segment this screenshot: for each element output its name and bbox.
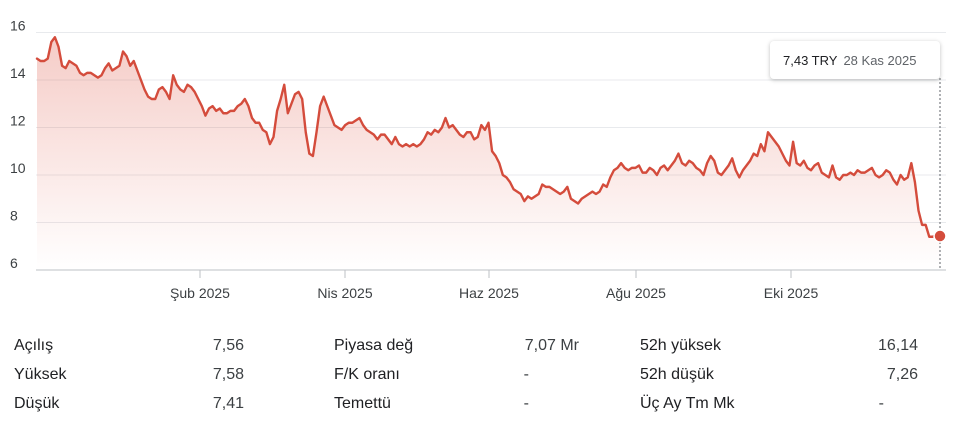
stat-label-market-cap: Piyasa değ	[334, 337, 414, 354]
stat-value-52w-low: 7,26	[886, 366, 918, 383]
price-line	[35, 36, 942, 238]
y-tick-label: 16	[10, 18, 26, 34]
stat-value-low: 7,41	[212, 395, 244, 412]
stat-value-pe-ratio: -	[523, 366, 529, 383]
y-tick-label: 8	[10, 208, 18, 224]
stat-value-dividend: -	[523, 395, 529, 412]
x-tick-label: Nis 2025	[317, 285, 372, 301]
stat-label-open: Açılış	[14, 337, 54, 354]
stat-label-high: Yüksek	[14, 366, 67, 383]
x-axis-ticks: Şub 2025 Nis 2025 Haz 2025 Ağu 2025 Eki 2025	[170, 270, 818, 301]
stat-value-market-cap: 7,07 Mr	[524, 337, 579, 354]
stat-label-low: Düşük	[14, 395, 60, 412]
tooltip-price: 7,43 TRY	[783, 52, 838, 68]
y-axis-labels: 6 8 10 12 14 16	[10, 18, 26, 272]
stat-label-52w-low: 52h düşük	[640, 366, 714, 383]
x-tick-label: Ağu 2025	[606, 285, 666, 301]
stat-label-pe-ratio: F/K oranı	[334, 366, 400, 383]
stat-label-52w-high: 52h yüksek	[640, 337, 721, 354]
price-tooltip: 7,43 TRY 28 Kas 2025	[770, 41, 940, 79]
price-chart[interactable]: 6 8 10 12 14 16 Şub 2025 Nis 2025 Haz 2025 Ağu 2…	[0, 0, 960, 310]
x-tick-label: Şub 2025	[170, 285, 230, 301]
y-tick-label: 12	[10, 113, 26, 129]
stat-value-52w-high: 16,14	[877, 337, 918, 354]
stats-row: Açılış 7,56 Piyasa değ 7,07 Mr 52h yükse…	[14, 331, 934, 361]
stats-row: Düşük 7,41 Temettü - Üç Ay Tm Mk -	[14, 389, 934, 419]
y-tick-label: 10	[10, 160, 26, 176]
stat-value-high: 7,58	[212, 366, 244, 383]
x-tick-label: Haz 2025	[459, 285, 519, 301]
y-tick-label: 6	[10, 255, 18, 271]
hover-point-marker	[933, 229, 947, 243]
stat-label-dividend: Temettü	[334, 395, 391, 412]
tooltip-date: 28 Kas 2025	[843, 52, 917, 68]
price-area-fill	[37, 37, 940, 270]
stats-row: Yüksek 7,58 F/K oranı - 52h düşük 7,26	[14, 360, 934, 390]
stat-label-3m-avg-volume: Üç Ay Tm Mk	[640, 395, 735, 412]
x-tick-label: Eki 2025	[764, 285, 819, 301]
y-tick-label: 14	[10, 65, 26, 81]
stat-value-3m-avg-volume: -	[878, 395, 884, 412]
stat-value-open: 7,56	[212, 337, 244, 354]
